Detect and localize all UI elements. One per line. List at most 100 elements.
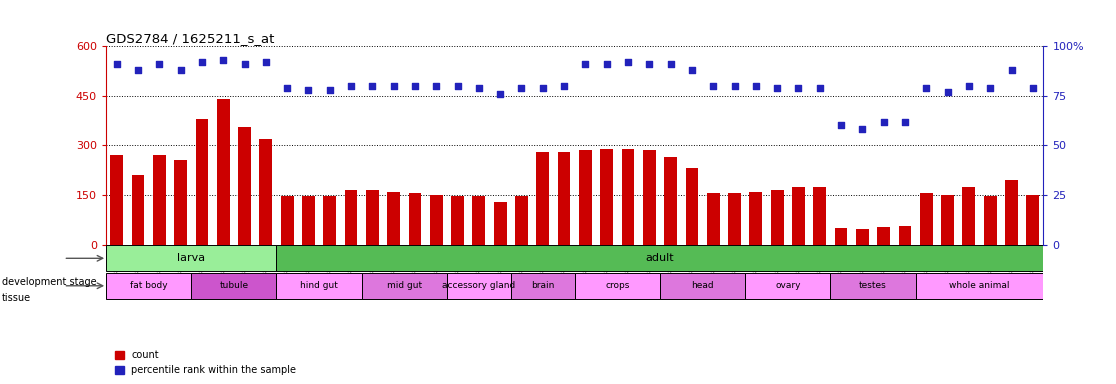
Text: crops: crops (605, 281, 629, 290)
Bar (174, 160, 187, 245)
Bar (575, 273, 660, 299)
Bar (814, 187, 826, 245)
Bar (259, 139, 272, 245)
Bar (217, 99, 230, 245)
Bar (660, 273, 745, 299)
Bar (750, 192, 762, 245)
Legend: count, percentile rank within the sample: count, percentile rank within the sample (110, 346, 300, 379)
Point (598, 61, 616, 67)
Bar (685, 169, 699, 245)
Bar (195, 119, 209, 245)
Bar (277, 245, 1043, 271)
Bar (408, 193, 422, 245)
Bar (451, 195, 464, 245)
Point (725, 83, 743, 89)
Point (875, 118, 893, 124)
Point (789, 85, 807, 91)
Point (343, 83, 360, 89)
Bar (915, 273, 1043, 299)
Point (833, 122, 850, 129)
Bar (281, 195, 294, 245)
Text: testes: testes (859, 281, 887, 290)
Point (214, 57, 232, 63)
Bar (558, 152, 570, 245)
Bar (191, 273, 277, 299)
Point (619, 59, 637, 65)
Point (854, 126, 872, 132)
Point (577, 61, 595, 67)
Point (939, 89, 956, 95)
Point (108, 61, 126, 67)
Text: ovary: ovary (775, 281, 800, 290)
Point (683, 67, 701, 73)
Bar (830, 273, 915, 299)
Bar (537, 152, 549, 245)
Bar (516, 195, 528, 245)
Bar (745, 273, 830, 299)
Bar (600, 149, 613, 245)
Point (406, 83, 424, 89)
Text: hind gut: hind gut (300, 281, 338, 290)
Bar (324, 195, 336, 245)
Text: GDS2784 / 1625211_s_at: GDS2784 / 1625211_s_at (106, 32, 275, 45)
Bar (153, 155, 165, 245)
Bar (728, 193, 741, 245)
Point (555, 83, 573, 89)
Point (768, 85, 786, 91)
Point (193, 59, 211, 65)
Point (427, 83, 445, 89)
Point (1002, 67, 1020, 73)
Point (278, 85, 296, 91)
Point (299, 87, 317, 93)
Point (470, 85, 488, 91)
Text: mid gut: mid gut (387, 281, 422, 290)
Point (533, 85, 551, 91)
Bar (706, 193, 720, 245)
Bar (792, 187, 805, 245)
Text: brain: brain (531, 281, 555, 290)
Bar (1027, 195, 1039, 245)
Bar (898, 226, 912, 245)
Bar (446, 273, 511, 299)
Point (1023, 85, 1041, 91)
Bar (941, 195, 954, 245)
Point (320, 87, 338, 93)
Bar (622, 149, 634, 245)
Point (449, 83, 466, 89)
Bar (110, 155, 123, 245)
Bar (856, 229, 868, 245)
Bar (472, 195, 485, 245)
Bar (430, 195, 443, 245)
Text: fat body: fat body (129, 281, 167, 290)
Bar (302, 195, 315, 245)
Bar (771, 190, 783, 245)
Point (129, 67, 147, 73)
Point (662, 61, 680, 67)
Bar (493, 202, 507, 245)
Text: adult: adult (646, 253, 674, 263)
Text: tubule: tubule (219, 281, 249, 290)
Bar (962, 187, 975, 245)
Bar (877, 227, 891, 245)
Bar (366, 190, 378, 245)
Point (917, 85, 935, 91)
Text: larva: larva (177, 253, 205, 263)
Bar (132, 175, 144, 245)
Bar (238, 127, 251, 245)
Bar (106, 245, 277, 271)
Text: tissue: tissue (2, 293, 31, 303)
Point (235, 61, 253, 67)
Bar (511, 273, 575, 299)
Point (257, 59, 275, 65)
Text: head: head (691, 281, 714, 290)
Bar (106, 273, 191, 299)
Point (641, 61, 658, 67)
Point (512, 85, 530, 91)
Bar (362, 273, 446, 299)
Text: accessory gland: accessory gland (442, 281, 516, 290)
Bar (579, 150, 591, 245)
Point (960, 83, 978, 89)
Bar (345, 190, 357, 245)
Point (811, 85, 829, 91)
Bar (920, 193, 933, 245)
